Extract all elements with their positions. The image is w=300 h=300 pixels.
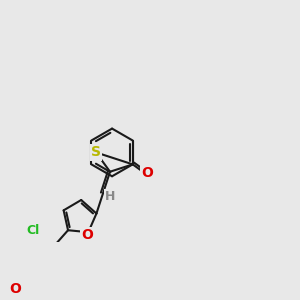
Text: O: O bbox=[10, 282, 22, 296]
Text: O: O bbox=[141, 166, 153, 179]
Text: Cl: Cl bbox=[27, 224, 40, 237]
Text: O: O bbox=[81, 228, 93, 242]
Text: S: S bbox=[91, 146, 101, 159]
Text: H: H bbox=[105, 190, 115, 203]
